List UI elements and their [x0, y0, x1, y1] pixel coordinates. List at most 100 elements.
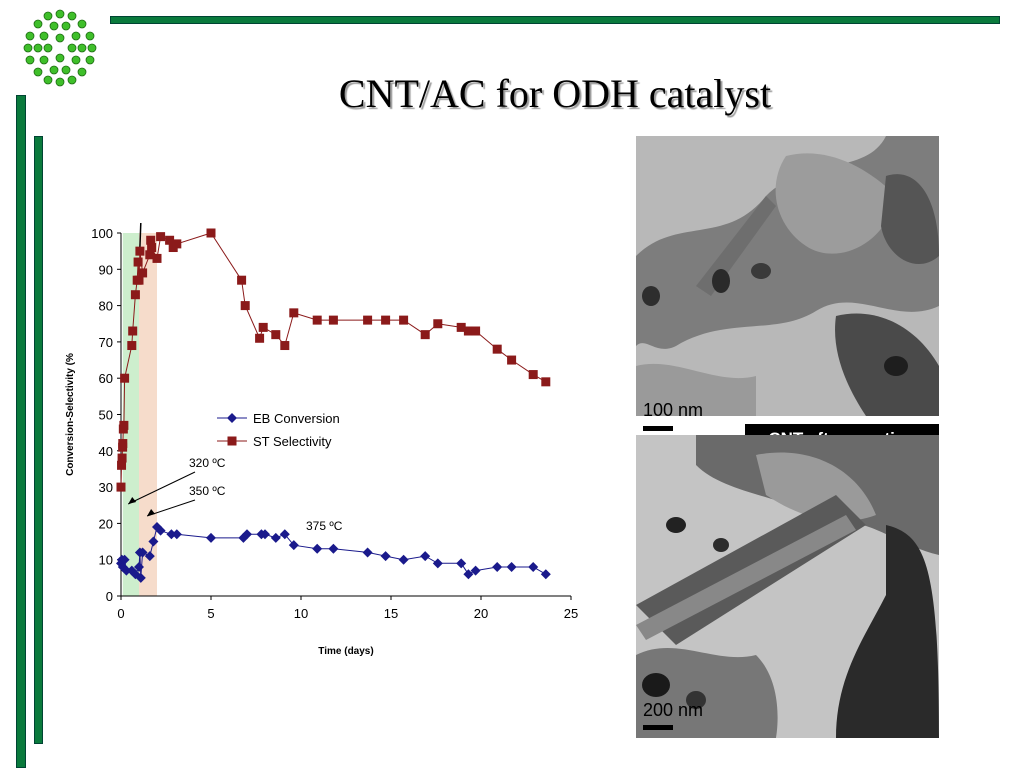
st-selectivity-point: [138, 268, 148, 278]
y-tick-label: 20: [99, 516, 113, 531]
y-tick-label: 90: [99, 262, 113, 277]
st-selectivity-point: [156, 232, 166, 242]
st-selectivity-point: [116, 482, 126, 492]
tem-image-bottom: [636, 435, 939, 738]
st-selectivity-point: [145, 250, 155, 260]
st-selectivity-point: [147, 243, 157, 253]
x-tick-label: 25: [564, 606, 578, 621]
eb-conversion-point: [270, 532, 281, 543]
eb-conversion-point: [134, 561, 144, 572]
eb-conversion-point: [420, 551, 431, 562]
legend-marker: [227, 436, 237, 446]
st-selectivity-point: [280, 341, 290, 351]
st-selectivity-point: [381, 315, 391, 325]
eb-conversion-point: [148, 536, 159, 547]
annotation-320: 320 ºC: [189, 456, 226, 470]
scale-label-top: 100 nm: [643, 400, 704, 420]
scale-label-bottom: 200 nm: [643, 700, 704, 720]
st-selectivity-point: [240, 301, 250, 311]
st-selectivity-point: [328, 315, 338, 325]
y-tick-label: 10: [99, 553, 113, 568]
x-tick-label: 0: [117, 606, 124, 621]
annotation-350: 350 ºC: [189, 484, 226, 498]
left-accent-bar: [16, 95, 26, 768]
st-selectivity-point: [433, 319, 443, 329]
slide-title: CNT/AC for ODH catalyst: [338, 71, 772, 116]
st-selectivity-point: [135, 246, 145, 256]
annotation-arrow-320: [127, 471, 196, 505]
eb-conversion-point: [137, 547, 148, 558]
eb-conversion-point: [121, 565, 132, 576]
st-selectivity-point: [152, 253, 162, 263]
eb-conversion-point: [155, 525, 166, 536]
top-accent-bar: [110, 16, 1000, 24]
annotation-arrowhead-350: [147, 509, 156, 516]
y-tick-label: 50: [99, 408, 113, 423]
st-selectivity-point: [363, 315, 373, 325]
y-tick-label: 70: [99, 335, 113, 350]
scale-bar-top: [643, 426, 673, 431]
legend-label: ST Selectivity: [253, 434, 332, 449]
tem-image-top: [636, 136, 939, 416]
eb-conversion-point: [206, 532, 216, 543]
annotation-arrowhead-320: [128, 497, 137, 504]
st-selectivity-point: [133, 257, 143, 267]
st-selectivity-point: [237, 275, 247, 285]
st-selectivity-point: [134, 275, 144, 285]
eb-conversion-point: [380, 551, 391, 562]
x-tick-label: 20: [474, 606, 488, 621]
st-selectivity-point: [119, 420, 129, 430]
st-selectivity-point: [541, 377, 551, 387]
x-tick-label: 15: [384, 606, 398, 621]
st-selectivity-point: [289, 308, 299, 318]
y-tick-label: 80: [99, 299, 113, 314]
st-selectivity-point: [172, 239, 182, 249]
st-selectivity-point: [456, 322, 466, 332]
st-selectivity-point: [120, 373, 130, 383]
st-selectivity-point: [128, 326, 138, 336]
st-selectivity-point: [117, 453, 127, 463]
eb-conversion-point: [540, 569, 551, 580]
eb-conversion-point: [288, 540, 299, 551]
annotation-arrow-350: [146, 499, 196, 517]
st-selectivity-point: [127, 341, 137, 351]
reactor-guide-line: [139, 222, 142, 248]
eb-conversion-point: [362, 547, 373, 558]
st-selectivity-point: [255, 333, 265, 343]
eb-conversion-point: [432, 558, 443, 569]
annotation-375: 375 ºC: [306, 519, 343, 533]
st-selectivity-point: [507, 355, 517, 365]
eb-conversion-point: [470, 565, 481, 576]
st-selectivity-point: [463, 326, 473, 336]
st-selectivity-point: [130, 290, 140, 300]
eb-conversion-point: [279, 529, 290, 540]
eb-conversion-point: [463, 569, 474, 580]
fullerene-molecule-icon: [23, 9, 97, 87]
temperature-band-2: [139, 233, 157, 596]
x-axis-label: Time (days): [318, 646, 373, 657]
eb-conversion-point: [166, 529, 177, 540]
scale-bar-bottom: [643, 725, 673, 730]
legend-label: EB Conversion: [253, 411, 340, 426]
st-selectivity-point: [117, 460, 127, 470]
legend-marker: [227, 413, 237, 423]
y-tick-label: 60: [99, 371, 113, 386]
eb-conversion-point: [398, 554, 409, 565]
st-selectivity-point: [146, 235, 156, 245]
eb-conversion-point: [242, 529, 252, 540]
st-selectivity-point: [420, 330, 430, 340]
eb-conversion-point: [492, 561, 503, 572]
y-tick-label: 40: [99, 444, 113, 459]
eb-conversion-point: [260, 529, 270, 540]
eb-conversion-point: [135, 572, 146, 583]
conversion-selectivity-chart: 0 10 20 30 40 50 60 70 80 90 100 0 5 10 15 20 25 Time (da…: [65, 222, 578, 657]
eb-conversion-point: [456, 558, 467, 569]
st-selectivity-point: [492, 344, 502, 354]
st-selectivity-point: [206, 228, 216, 238]
eb-conversion-point: [528, 561, 539, 572]
x-tick-label: 10: [294, 606, 308, 621]
st-selectivity-point: [471, 326, 481, 336]
st-selectivity-point: [165, 235, 175, 245]
y-axis-label: Conversion-Selectivity (%: [65, 353, 76, 476]
eb-conversion-point: [171, 529, 182, 540]
